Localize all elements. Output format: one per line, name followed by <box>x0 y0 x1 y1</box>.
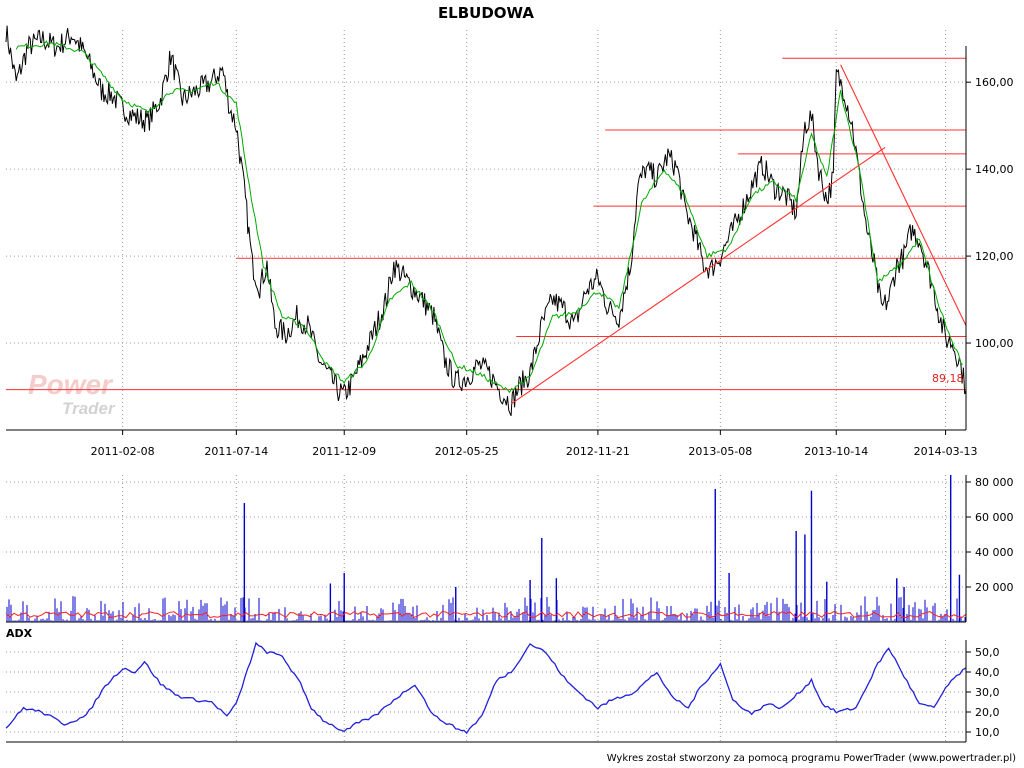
support-resistance-lines <box>6 57 966 391</box>
volume-tick-labels: 20 000 40 000 60 000 80 000 <box>975 476 1014 594</box>
moving-average-line <box>15 40 963 394</box>
date-tick-label: 2013-05-08 <box>688 445 752 458</box>
volume-bars <box>6 475 966 622</box>
volume-average-line <box>5 610 967 619</box>
volume-tick-label: 60 000 <box>975 511 1014 524</box>
adx-tick-label: 30,0 <box>975 686 1000 699</box>
date-tick-label: 2012-05-25 <box>435 445 499 458</box>
falling-trend-line <box>840 64 967 326</box>
price-axes <box>6 46 971 435</box>
date-tick-label: 2014-03-13 <box>914 445 978 458</box>
adx-tick-labels: 10,0 20,0 30,0 40,0 50,0 <box>975 646 1000 739</box>
volume-axes <box>6 475 971 623</box>
price-tick-label: 120,00 <box>975 250 1014 263</box>
price-tick-label: 100,00 <box>975 337 1014 350</box>
date-tick-label: 2011-02-08 <box>91 445 155 458</box>
trend-lines <box>510 64 967 405</box>
price-series-line <box>5 25 967 417</box>
chart-title: ELBUDOWA <box>438 4 534 22</box>
adx-tick-label: 10,0 <box>975 726 1000 739</box>
adx-gridlines <box>6 640 966 742</box>
date-tick-label: 2013-10-14 <box>804 445 868 458</box>
adx-tick-label: 20,0 <box>975 706 1000 719</box>
watermark-line2: Trader <box>62 399 116 418</box>
price-tick-label: 140,00 <box>975 163 1014 176</box>
price-gridlines <box>6 30 966 430</box>
adx-axes <box>6 640 971 743</box>
footer-credit: Wykres został stworzony za pomocą progra… <box>607 753 1016 764</box>
adx-label: ADX <box>6 627 33 640</box>
date-tick-label: 2012-11-21 <box>566 445 630 458</box>
date-tick-label: 2011-12-09 <box>312 445 376 458</box>
volume-gridlines <box>6 475 966 622</box>
date-tick-label: 2011-07-14 <box>204 445 268 458</box>
date-tick-labels: 2011-02-08 2011-07-14 2011-12-09 2012-05-25… <box>91 445 978 458</box>
adx-series-line <box>5 641 967 735</box>
volume-tick-label: 40 000 <box>975 546 1014 559</box>
rising-trend-line <box>510 146 886 405</box>
powertrader-watermark: Power Trader <box>28 369 116 418</box>
adx-tick-label: 50,0 <box>975 646 1000 659</box>
volume-tick-label: 80 000 <box>975 476 1014 489</box>
price-tick-label: 160,00 <box>975 76 1014 89</box>
adx-tick-label: 40,0 <box>975 666 1000 679</box>
last-price-label: 89,18 <box>932 372 964 385</box>
watermark-line1: Power <box>28 369 114 400</box>
price-tick-labels: 100,00 120,00 140,00 160,00 <box>975 76 1014 350</box>
volume-tick-label: 20 000 <box>975 581 1014 594</box>
